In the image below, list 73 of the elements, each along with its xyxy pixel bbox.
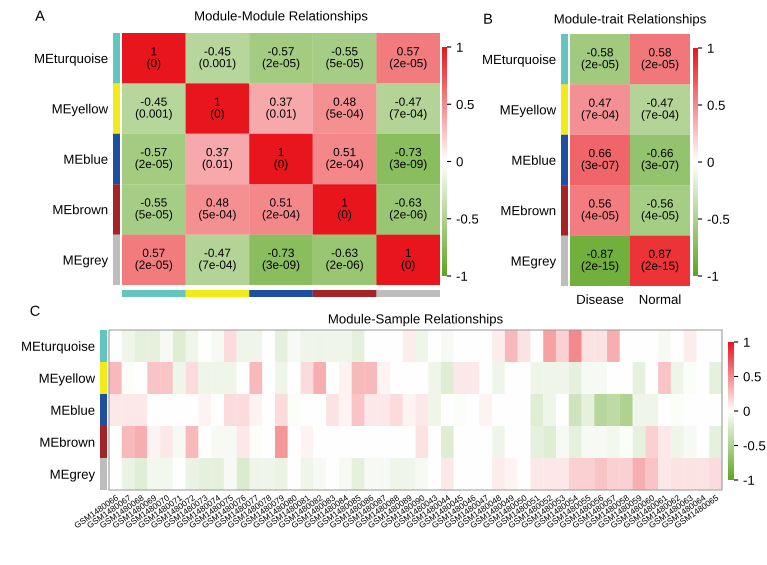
color-bar-label: 0 <box>744 406 750 416</box>
data-label: 1 (0) <box>402 248 415 272</box>
data-label: -0.47 (7e-04) <box>642 98 678 122</box>
color-bar-label: 0.5 <box>744 372 761 382</box>
x-tick-label: Normal <box>640 294 680 304</box>
data-label: -0.47 (7e-04) <box>390 97 426 120</box>
data-label: 0.51 (2e-04) <box>326 148 363 170</box>
data-label: 0.51 (2e-04) <box>262 198 300 221</box>
text: A <box>35 10 45 21</box>
color-bar-label: -0.5 <box>456 214 478 224</box>
data-label: -0.58 (2e-05) <box>582 48 618 71</box>
color-bar-label: -0.5 <box>708 214 730 224</box>
chart-title: Module-Sample Relationships <box>328 314 503 326</box>
data-label: 0.37 (0.01) <box>202 148 232 170</box>
data-label: -0.45 (0.001) <box>199 47 236 70</box>
y-tick-label: MEblue <box>512 155 556 165</box>
color-bar-label: -1 <box>456 272 468 281</box>
y-tick-label: MEblue <box>51 405 95 415</box>
y-tick-label: MEyellow <box>500 104 556 118</box>
chart-title: Module-trait Relationships <box>554 14 706 26</box>
data-label: -0.45 (0.001) <box>136 97 172 120</box>
data-label: -0.73 (3e-09) <box>262 248 300 272</box>
y-tick-label: MEturquoise <box>483 54 556 67</box>
color-bar-label: 1 <box>457 42 463 52</box>
data-label: -0.56 (4e-05) <box>642 199 678 222</box>
data-label: -0.55 (5e-05) <box>136 198 172 221</box>
data-label: 0.57 (2e-05) <box>136 248 172 272</box>
color-bar-label: -1 <box>744 476 754 485</box>
data-label: 0.66 (3e-07) <box>582 148 618 172</box>
y-tick-label: MEyellow <box>40 373 96 386</box>
data-label: -0.57 (2e-05) <box>262 47 300 70</box>
data-label: 1 (0) <box>338 198 352 221</box>
color-bar-label: -1 <box>708 272 718 281</box>
color-bar-label: 0.5 <box>456 100 474 110</box>
data-label: 1 (0) <box>274 148 288 170</box>
y-tick-label: MEturquoise <box>22 341 95 354</box>
color-bar-label: -0.5 <box>744 441 766 450</box>
color-bar-label: 0.5 <box>708 100 725 110</box>
y-tick-label: MEblue <box>64 154 108 164</box>
data-label: 0.48 (5e-04) <box>326 97 363 120</box>
color-bar-label: 1 <box>744 338 750 347</box>
data-label: -0.63 (2e-06) <box>326 248 363 272</box>
y-tick-label: MEturquoise <box>35 53 108 66</box>
data-label: 0.58 (2e-05) <box>642 48 678 71</box>
color-bar-label: 0 <box>708 158 714 167</box>
color-bar-label: 0 <box>456 157 463 166</box>
data-label: 0.56 (4e-05) <box>582 199 618 222</box>
color-bar-label: 1 <box>708 44 714 53</box>
data-label: 0.37 (0.01) <box>266 97 296 120</box>
data-label: 0.48 (5e-04) <box>199 198 236 221</box>
y-tick-label: MEyellow <box>52 104 108 116</box>
data-label: 0.87 (2e-15) <box>642 250 678 272</box>
text: B <box>484 14 492 24</box>
data-label: 1 (0) <box>147 47 160 70</box>
y-tick-label: MEbrown <box>40 437 94 447</box>
x-tick-label: Disease <box>577 294 624 304</box>
y-tick-label: MEgrey <box>512 256 556 268</box>
y-tick-label: MEbrown <box>501 206 556 216</box>
y-tick-label: MEgrey <box>64 256 108 268</box>
data-label: 0.47 (7e-04) <box>582 98 618 122</box>
data-label: -0.63 (2e-06) <box>390 198 426 221</box>
data-label: -0.87 (2e-15) <box>582 250 618 272</box>
data-label: -0.55 (5e-05) <box>326 47 363 70</box>
data-label: -0.66 (3e-07) <box>642 148 678 172</box>
data-label: 1 (0) <box>210 98 224 120</box>
y-tick-label: MEgrey <box>50 470 96 482</box>
chart-title: Module-Module Relationships <box>195 10 368 24</box>
data-label: -0.57 (2e-05) <box>136 148 172 170</box>
data-label: -0.47 (7e-04) <box>199 248 236 272</box>
text: C <box>30 306 40 316</box>
y-tick-label: MEbrown <box>53 204 108 214</box>
data-label: 0.57 (2e-05) <box>390 47 426 70</box>
data-label: -0.73 (3e-09) <box>390 148 426 170</box>
